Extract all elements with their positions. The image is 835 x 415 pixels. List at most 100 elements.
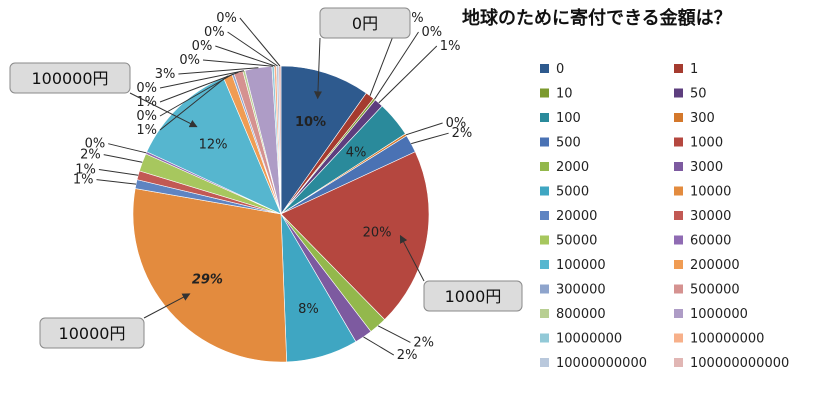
legend-swatch	[674, 309, 683, 318]
slice-label-50000: 2%	[80, 148, 101, 163]
legend-swatch	[540, 186, 549, 196]
leader-line-300	[405, 122, 443, 136]
pie-slice-0	[280, 65, 367, 215]
legend-label: 800000	[556, 307, 606, 322]
callout-box	[39, 317, 145, 349]
legend-swatch	[540, 284, 549, 294]
legend-item-800000: 800000	[540, 307, 606, 322]
legend-label: 100	[556, 111, 581, 126]
legend-swatch	[674, 64, 683, 73]
legend-swatch	[540, 211, 549, 220]
legend-swatch	[540, 333, 549, 343]
legend-swatch	[540, 88, 549, 98]
legend-swatch	[540, 309, 549, 318]
pie-slices	[132, 65, 430, 363]
legend-swatch	[674, 333, 683, 343]
callout-text: 1000円	[445, 287, 502, 306]
slice-label-100000: 12%	[199, 138, 228, 153]
callout-1000: 1000円	[399, 234, 523, 312]
legend-swatch	[674, 260, 683, 269]
callout-0: 0円	[313, 7, 411, 100]
legend-swatch	[540, 162, 549, 171]
legend-label: 50	[690, 87, 707, 102]
slice-label-1000: 20%	[363, 226, 392, 241]
legend-item-3000: 3000	[674, 160, 723, 175]
leader-line-200000	[159, 75, 229, 131]
legend-label: 10	[556, 87, 573, 102]
callout-arrow	[129, 92, 198, 128]
legend-swatch	[540, 64, 549, 73]
leader-line-50000	[103, 154, 143, 163]
legend-item-100000000: 100000000	[674, 332, 764, 347]
legend-label: 100000000	[690, 332, 764, 347]
legend-item-10000000000: 10000000000	[540, 356, 647, 371]
slice-label-100000000: 0%	[192, 39, 213, 54]
callout-arrow	[399, 234, 425, 282]
callout-box	[319, 7, 411, 39]
slice-label-10000000000: 0%	[204, 25, 225, 40]
pie-slice-1000	[280, 151, 430, 321]
legend-item-50000: 50000	[540, 234, 597, 249]
slice-label-100000000000: 0%	[216, 11, 237, 26]
legend-item-30000: 30000	[674, 209, 731, 224]
legend-swatch	[540, 235, 549, 245]
legend-label: 30000	[690, 209, 731, 224]
leader-line-20000	[96, 179, 137, 185]
slice-label-800000: 0%	[136, 81, 157, 96]
legend-label: 300000	[556, 283, 606, 298]
slice-label-2000: 2%	[413, 335, 434, 350]
legend-label: 500000	[690, 283, 740, 298]
callout-arrow	[313, 37, 322, 100]
legend-swatch	[674, 284, 683, 294]
legend-label: 2000	[556, 160, 589, 175]
legend-label: 10000	[690, 185, 731, 200]
slice-label-200000: 1%	[136, 123, 157, 138]
callout-10000: 10000円	[39, 293, 191, 349]
leader-line-1000000	[178, 67, 259, 75]
legend-label: 1000	[690, 136, 723, 151]
slice-label-500: 2%	[452, 126, 473, 141]
legend-swatch	[540, 137, 549, 147]
leader-line-500	[411, 132, 449, 145]
legend-label: 1000000	[690, 307, 748, 322]
slice-label-3000: 2%	[397, 348, 418, 363]
legend-swatch	[674, 162, 683, 171]
legend-item-2000: 2000	[540, 160, 589, 175]
callout-text: 0円	[352, 14, 378, 33]
legend-item-10000000: 10000000	[540, 332, 622, 347]
legend-label: 1	[690, 62, 698, 77]
leader-line-30000	[98, 169, 139, 176]
callout-text: 100000円	[31, 69, 108, 88]
legend-item-1000000: 1000000	[674, 307, 748, 322]
legend-swatch	[674, 113, 683, 122]
slice-label-1000000: 3%	[155, 67, 176, 82]
slice-label-50: 1%	[440, 39, 461, 54]
legend-swatch	[674, 358, 683, 367]
slice-label-60000: 0%	[85, 137, 106, 152]
legend-swatch	[674, 211, 683, 220]
slice-label-100: 4%	[346, 145, 367, 160]
legend-swatch	[674, 137, 683, 147]
callout-box	[9, 62, 131, 94]
legend-label: 300	[690, 111, 715, 126]
legend-item-300: 300	[674, 111, 715, 126]
leader-line-300000	[159, 73, 234, 117]
leader-line-50	[378, 45, 438, 104]
legend-label: 50000	[556, 234, 597, 249]
leader-line-2000	[377, 325, 411, 343]
leader-line-100000000	[215, 45, 276, 67]
callout-text: 10000円	[59, 324, 126, 343]
legend-label: 500	[556, 136, 581, 151]
leader-line-100000000000	[239, 17, 281, 67]
leader-line-10000000	[202, 59, 274, 67]
legend-item-50: 50	[674, 87, 707, 102]
legend-label: 200000	[690, 258, 740, 273]
legend-label: 60000	[690, 234, 731, 249]
slice-label-5000: 8%	[298, 302, 319, 317]
legend-swatch	[540, 113, 549, 122]
slice-label-300: 0%	[446, 116, 467, 131]
leader-line-500000	[159, 71, 239, 103]
legend-label: 5000	[556, 185, 589, 200]
slice-label-300000: 0%	[136, 109, 157, 124]
